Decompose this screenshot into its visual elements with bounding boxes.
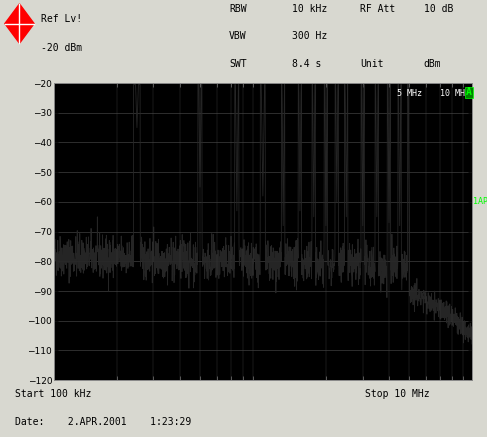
Text: Ref Lv!: Ref Lv!	[41, 14, 82, 24]
Text: RBW: RBW	[229, 4, 246, 14]
Text: 10 dB: 10 dB	[424, 4, 453, 14]
Text: VBW: VBW	[229, 31, 246, 42]
Text: SWT: SWT	[229, 59, 246, 69]
Text: 10 kHz: 10 kHz	[292, 4, 327, 14]
Text: 10 MHz: 10 MHz	[440, 89, 469, 98]
Text: A: A	[466, 87, 472, 97]
Polygon shape	[5, 4, 34, 43]
Text: Date:    2.APR.2001    1:23:29: Date: 2.APR.2001 1:23:29	[15, 417, 191, 427]
Text: 8.4 s: 8.4 s	[292, 59, 321, 69]
Text: 300 Hz: 300 Hz	[292, 31, 327, 42]
Text: dBm: dBm	[424, 59, 441, 69]
Text: 1AP: 1AP	[473, 198, 487, 206]
Text: Start 100 kHz: Start 100 kHz	[15, 389, 91, 399]
Text: 5 MHz: 5 MHz	[397, 89, 422, 98]
Text: Stop 10 MHz: Stop 10 MHz	[365, 389, 430, 399]
Text: -20 dBm: -20 dBm	[41, 43, 82, 53]
Text: Unit: Unit	[360, 59, 384, 69]
Text: RF Att: RF Att	[360, 4, 395, 14]
